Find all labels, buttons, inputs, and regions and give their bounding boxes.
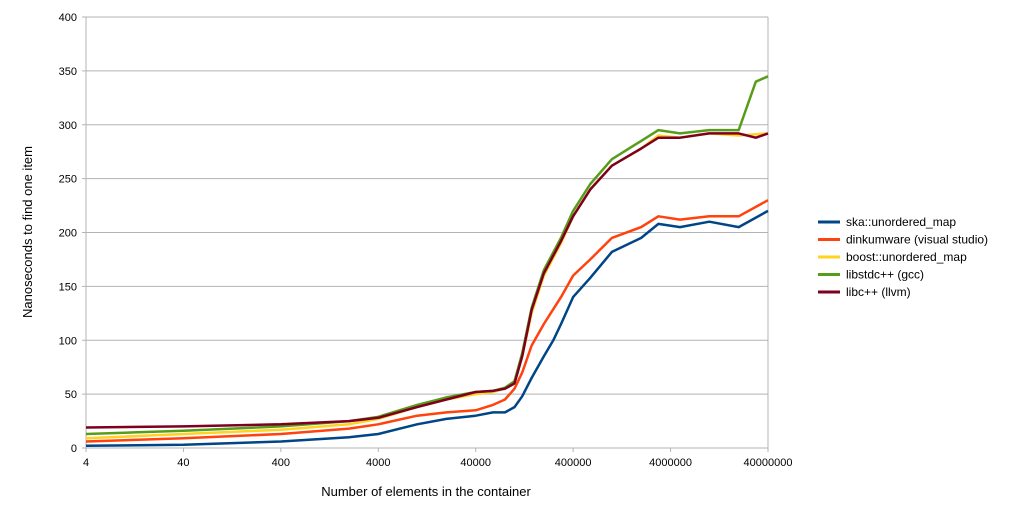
legend-label: libc++ (llvm)	[846, 285, 911, 299]
series-line-2	[85, 132, 769, 440]
y-tick-label: 150	[59, 281, 77, 293]
legend-label: ska::unordered_map	[846, 215, 956, 229]
y-tick-label: 200	[59, 228, 77, 240]
x-tick-label: 4	[83, 457, 89, 469]
series-line-0	[85, 209, 769, 448]
legend-label: libstdc++ (gcc)	[846, 268, 924, 282]
series-line-4	[85, 132, 769, 429]
x-tick-label: 4000000	[649, 457, 692, 469]
x-tick-label: 400000	[555, 457, 592, 469]
y-axis-title: Nanoseconds to find one item	[20, 146, 35, 318]
legend-label: dinkumware (visual studio)	[846, 233, 988, 247]
y-tick-label: 250	[59, 174, 77, 186]
y-tick-label: 350	[59, 66, 77, 78]
series-line-1	[85, 199, 769, 443]
y-tick-label: 100	[59, 335, 77, 347]
legend-label: boost::unordered_map	[846, 250, 967, 264]
x-axis-ticks: 4 40 400 4000 40000 400000 4000000 40000000	[83, 457, 793, 469]
x-tick-label: 40000000	[744, 457, 793, 469]
x-tick-label: 4000	[366, 457, 390, 469]
x-tick-label: 400	[272, 457, 290, 469]
y-tick-label: 300	[59, 120, 77, 132]
series-lines	[85, 75, 769, 448]
y-tick-label: 0	[71, 443, 77, 455]
x-tick-label: 40	[177, 457, 189, 469]
y-axis-ticks: 0 50 100 150 200 250 300 350 400	[59, 12, 77, 455]
series-line-3	[85, 75, 769, 436]
y-tick-label: 400	[59, 12, 77, 24]
gridlines	[82, 16, 769, 452]
x-tick-label: 40000	[460, 457, 491, 469]
x-axis-title: Number of elements in the container	[321, 484, 531, 499]
y-tick-label: 50	[65, 389, 77, 401]
